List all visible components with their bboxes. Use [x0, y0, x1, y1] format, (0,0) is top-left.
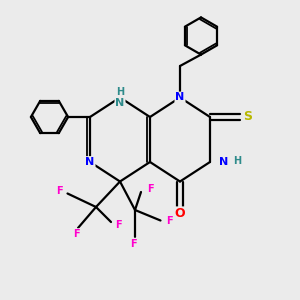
Text: O: O: [175, 207, 185, 220]
Text: F: F: [73, 229, 80, 239]
Text: F: F: [115, 220, 122, 230]
Text: N: N: [85, 157, 94, 167]
Text: H: H: [233, 155, 241, 166]
Text: N: N: [219, 157, 228, 167]
Text: S: S: [243, 110, 252, 124]
Text: H: H: [116, 87, 124, 97]
Text: F: F: [130, 238, 137, 249]
Text: N: N: [116, 98, 124, 108]
Text: F: F: [166, 215, 173, 226]
Text: F: F: [56, 185, 62, 196]
Text: N: N: [176, 92, 184, 103]
Text: F: F: [147, 184, 153, 194]
